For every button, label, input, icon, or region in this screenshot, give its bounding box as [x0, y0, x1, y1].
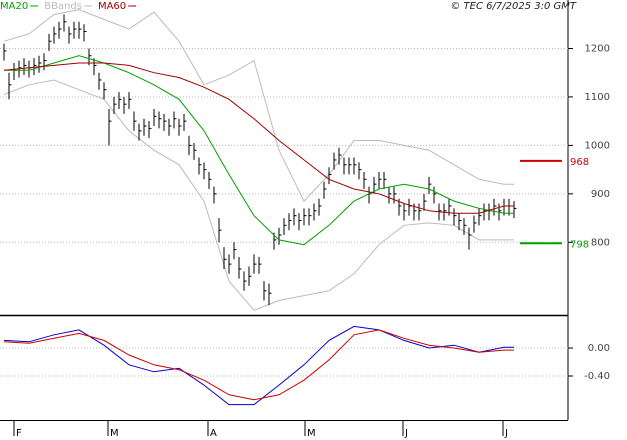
legend-label: MA20 [0, 1, 28, 12]
x-tick-label: J [504, 428, 508, 439]
y-tick-label: 800 [591, 237, 610, 248]
stamp: © TEC 6/7/2025 3:0 GMT [450, 1, 577, 12]
legend-label: BBands [44, 1, 82, 12]
macd-line [3, 329, 514, 401]
ma-line [3, 62, 514, 214]
y-tick-label: 1000 [585, 140, 610, 151]
y-tick-label: 1200 [585, 43, 610, 54]
y-tick-label: 0.00 [588, 343, 610, 354]
x-tick-label: M [307, 428, 316, 439]
x-tick-label: A [210, 428, 217, 439]
y-tick-label: -0.40 [584, 371, 610, 382]
bband-lower [3, 79, 514, 311]
legend-label: MA60 [98, 1, 126, 12]
x-tick-label: M [110, 428, 119, 439]
y-tick-label: 900 [591, 189, 610, 200]
level-label: 968 [570, 157, 589, 168]
bband-upper [3, 9, 514, 202]
level-label: 798 [570, 239, 589, 250]
y-tick-label: 1100 [585, 92, 610, 103]
x-tick-label: F [16, 428, 22, 439]
ma-line [4, 55, 514, 246]
x-tick-label: J [404, 428, 408, 439]
